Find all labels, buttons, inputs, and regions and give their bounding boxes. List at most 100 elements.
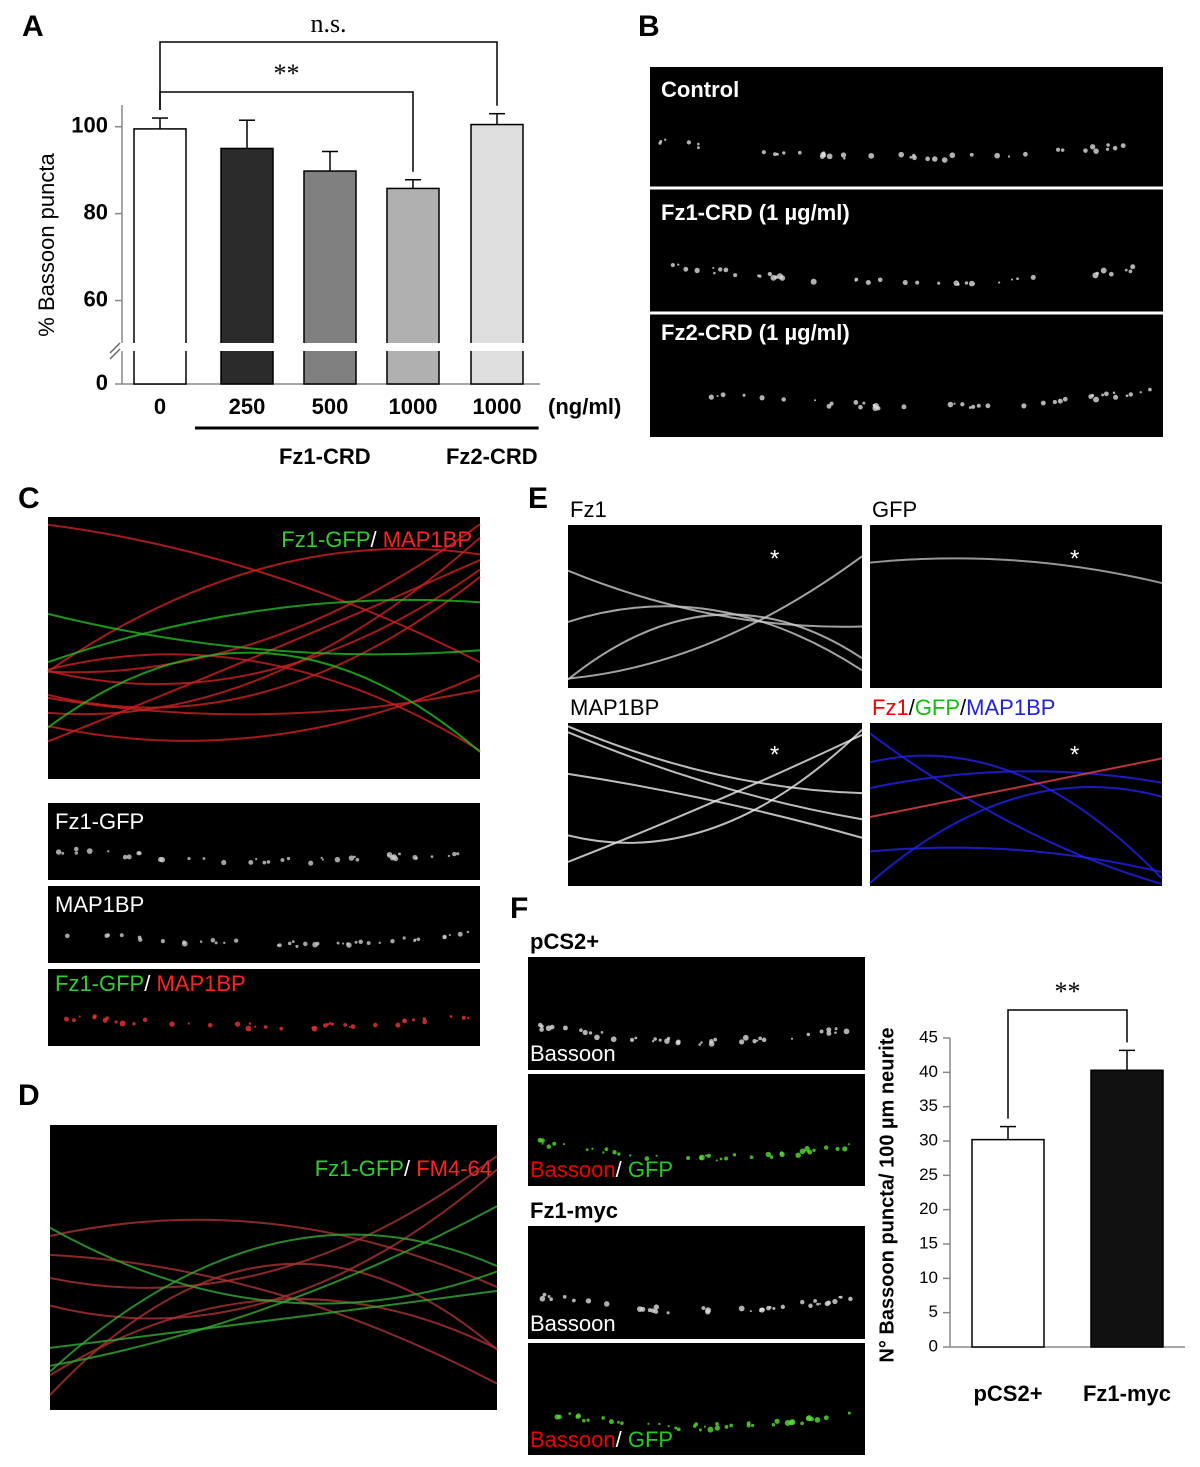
group-label: pCS2+ — [530, 929, 599, 954]
punctum — [331, 1022, 335, 1026]
punctum — [694, 267, 700, 274]
punctum — [658, 1422, 661, 1426]
punctum — [742, 1034, 749, 1041]
punctum — [78, 1015, 81, 1018]
label-part: / — [909, 695, 916, 720]
punctum — [588, 1031, 593, 1035]
punctum — [698, 1043, 702, 1046]
label-part: / — [960, 695, 967, 720]
punctum — [677, 263, 680, 266]
punctum — [985, 403, 991, 409]
image-label: Fz1/GFP/MAP1BP — [872, 695, 1055, 720]
punctum — [868, 152, 875, 159]
punctum — [758, 274, 762, 278]
punctum — [800, 1299, 805, 1305]
x-tick-label: 250 — [229, 394, 266, 419]
micrograph — [568, 723, 862, 886]
image-label: Bassoon/ GFP — [530, 1427, 673, 1452]
neurite — [567, 772, 863, 839]
punctum — [774, 1418, 780, 1424]
punctum — [1101, 393, 1105, 397]
punctum — [835, 1146, 840, 1152]
x-tick-label: Fz1-myc — [1083, 1381, 1171, 1406]
punctum — [538, 1022, 543, 1028]
punctum — [616, 1420, 620, 1424]
punctum — [956, 283, 960, 286]
y-axis-label: N° Bassoon puncta/ 100 µm neurite — [876, 1027, 898, 1362]
punctum — [199, 940, 203, 943]
punctum — [262, 860, 267, 865]
punctum — [718, 267, 723, 272]
neurite — [47, 576, 481, 709]
label-part: Fz1-GFP — [55, 971, 144, 996]
punctum — [901, 404, 907, 410]
punctum — [1108, 271, 1114, 277]
punctum — [266, 860, 271, 864]
punctum — [1128, 392, 1134, 397]
punctum — [770, 274, 777, 281]
punctum — [826, 403, 832, 409]
punctum — [806, 1032, 811, 1037]
punctum — [853, 400, 859, 405]
punctum — [804, 1146, 810, 1152]
punctum — [1057, 398, 1063, 404]
punctum — [800, 1421, 804, 1426]
punctum — [601, 1416, 605, 1420]
label-part: GFP — [915, 695, 960, 720]
punctum — [932, 156, 938, 162]
punctum — [603, 1301, 610, 1307]
punctum — [809, 1417, 814, 1422]
punctum — [706, 1153, 711, 1158]
punctum — [854, 279, 857, 282]
punctum — [314, 1026, 317, 1029]
micrograph — [48, 969, 480, 1046]
punctum — [707, 1426, 714, 1433]
image-label: Fz1-GFP/ MAP1BP — [281, 527, 472, 552]
punctum — [812, 1148, 816, 1152]
label-part: Fz1-GFP — [281, 527, 370, 552]
punctum — [61, 851, 65, 855]
punctum — [795, 1152, 801, 1158]
punctum — [411, 1018, 416, 1022]
punctum — [664, 138, 667, 141]
significance-bracket — [1007, 1009, 1128, 1119]
bar — [303, 170, 357, 385]
label-part: MAP1BP — [966, 695, 1055, 720]
y-tick-label: 0 — [96, 370, 108, 395]
neurite — [567, 555, 863, 680]
punctum — [949, 152, 956, 159]
punctum — [320, 856, 323, 859]
neurite — [47, 651, 481, 753]
neurite — [49, 1233, 498, 1373]
punctum — [414, 856, 418, 860]
asterisk: * — [1070, 545, 1079, 572]
punctum — [142, 1017, 148, 1023]
punctum — [600, 1031, 604, 1034]
punctum — [865, 279, 871, 286]
punctum — [334, 856, 341, 863]
punctum — [820, 151, 826, 157]
micrograph — [528, 1226, 865, 1339]
punctum — [582, 1029, 588, 1036]
punctum — [1112, 391, 1116, 395]
y-tick-label: 30 — [919, 1130, 938, 1149]
punctum — [724, 1424, 729, 1429]
punctum — [442, 934, 447, 940]
punctum — [719, 1157, 723, 1161]
image-label: Bassoon — [530, 1311, 616, 1336]
neurite — [47, 612, 481, 656]
panel-letter: D — [18, 1079, 40, 1112]
punctum — [452, 851, 457, 857]
image-label: Fz1-CRD (1 µg/ml) — [661, 200, 850, 225]
neurite — [49, 1155, 498, 1289]
y-tick-label: 45 — [919, 1027, 938, 1046]
x-tick-label: pCS2+ — [973, 1381, 1042, 1406]
punctum — [839, 1295, 843, 1299]
punctum — [705, 1307, 711, 1314]
punctum — [336, 941, 340, 945]
group-label: Fz2-CRD — [446, 444, 538, 469]
punctum — [738, 1305, 745, 1312]
panel-letter: A — [22, 10, 44, 43]
punctum — [354, 940, 358, 944]
punctum — [781, 397, 786, 402]
